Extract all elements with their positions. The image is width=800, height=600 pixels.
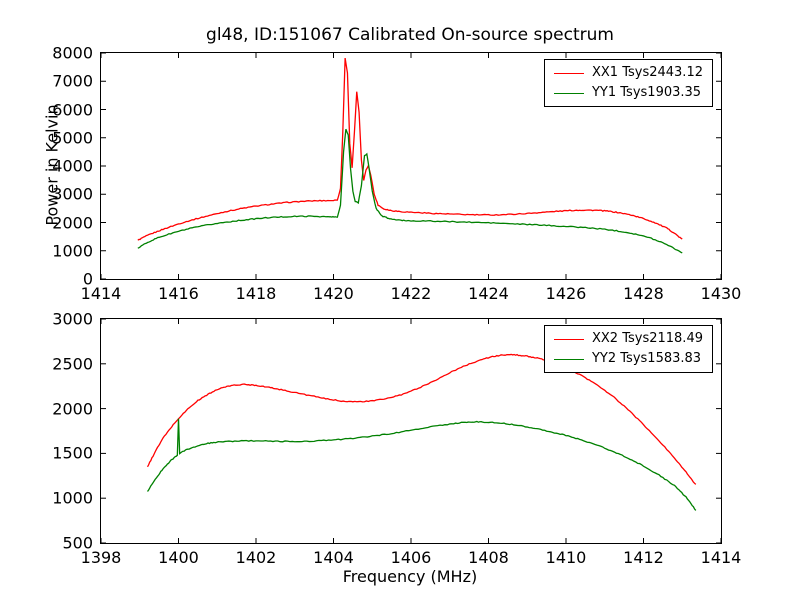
x-tick-label: 1426: [545, 284, 587, 303]
x-tick-label: 1398: [80, 548, 122, 567]
legend-label-yy1: YY1 Tsys1903.35: [591, 85, 702, 101]
y-tick-label: 1000: [52, 488, 93, 508]
x-tick-label: 1420: [313, 284, 354, 303]
legend-label-yy2: YY2 Tsys1583.83: [591, 351, 702, 367]
x-tick-label: 1418: [235, 284, 277, 303]
y-tick-label: 0: [82, 269, 93, 289]
yy1-spectrum-curve: [137, 128, 683, 254]
x-tick-label: 1416: [158, 284, 199, 303]
bottom-plot-canvas: [101, 319, 721, 543]
x-tick-label: 1402: [235, 548, 277, 567]
y-tick-label: 1500: [52, 443, 93, 463]
legend-entry-yy2: YY2 Tsys1583.83: [553, 349, 703, 369]
xx2-line-swatch: [553, 338, 584, 340]
y-tick-label: 6000: [52, 100, 93, 119]
x-tick-label: 1404: [313, 548, 354, 567]
yy2-spectrum-curve: [146, 418, 697, 511]
bottom-legend: XX2 Tsys2118.49 YY2 Tsys1583.83: [543, 325, 713, 374]
x-tick-label: 1428: [623, 284, 664, 303]
y-tick-label: 2000: [52, 213, 93, 232]
figure-title: gl48, ID:151067 Calibrated On-source spe…: [206, 25, 614, 45]
y-tick-label: 2000: [52, 399, 93, 419]
y-tick-label: 3000: [52, 184, 93, 204]
y-tick-label: 2500: [52, 354, 93, 374]
legend-entry-yy1: YY1 Tsys1903.35: [553, 83, 703, 103]
xx2-spectrum-curve: [146, 353, 697, 485]
x-tick-label: 1430: [700, 284, 742, 303]
y-tick-label: 500: [62, 533, 93, 553]
yy2-line-swatch: [553, 358, 584, 360]
x-tick-label: 1406: [390, 548, 432, 567]
x-tick-label: 1408: [468, 548, 509, 567]
bottom-subplot: XX2 Tsys2118.49 YY2 Tsys1583.83: [100, 318, 722, 544]
top-subplot: XX1 Tsys2443.12 YY1 Tsys1903.35: [100, 52, 722, 280]
x-tick-label: 1414: [80, 284, 122, 303]
x-tick-label: 1424: [468, 284, 509, 303]
y-tick-label: 5000: [52, 128, 93, 148]
y-tick-label: 3000: [52, 309, 93, 329]
yy1-line-swatch: [553, 92, 584, 94]
y-tick-label: 8000: [52, 43, 93, 63]
legend-entry-xx1: XX1 Tsys2443.12: [553, 63, 703, 83]
y-tick-label: 7000: [52, 71, 93, 91]
legend-entry-xx2: XX2 Tsys2118.49: [553, 329, 703, 349]
xx1-spectrum-curve: [137, 57, 683, 241]
xx1-line-swatch: [553, 72, 584, 74]
legend-label-xx1: XX1 Tsys2443.12: [591, 65, 703, 80]
y-tick-label: 4000: [52, 156, 93, 176]
x-axis-label-frequency: Frequency (MHz): [342, 567, 478, 586]
y-tick-label: 1000: [52, 241, 93, 261]
x-tick-label: 1400: [158, 548, 199, 567]
x-tick-label: 1422: [390, 284, 432, 303]
x-tick-label: 1410: [545, 548, 587, 567]
top-legend: XX1 Tsys2443.12 YY1 Tsys1903.35: [543, 59, 713, 108]
top-plot-canvas: [101, 53, 721, 279]
x-tick-label: 1412: [623, 548, 664, 567]
legend-label-xx2: XX2 Tsys2118.49: [591, 331, 703, 346]
x-tick-label: 1414: [700, 548, 742, 567]
